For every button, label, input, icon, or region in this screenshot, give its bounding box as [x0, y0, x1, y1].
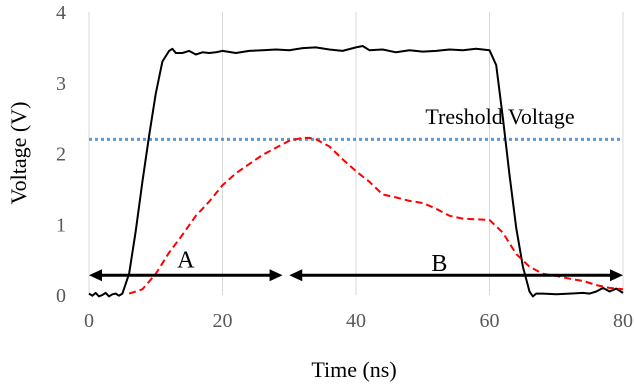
- y-tick-label: 4: [56, 2, 66, 24]
- annotation-label-B: B: [431, 251, 447, 277]
- x-tick-label: 60: [480, 310, 500, 332]
- y-tick-label: 2: [56, 144, 66, 166]
- x-tick-label: 80: [613, 310, 633, 332]
- y-tick-label: 3: [56, 73, 66, 95]
- x-tick-label: 20: [213, 310, 233, 332]
- series-line-2: [128, 136, 624, 295]
- y-tick-label: 0: [56, 285, 66, 307]
- series-layer: [88, 45, 624, 298]
- annotation-arrowhead-right-A: [269, 269, 283, 282]
- y-tick-label: 1: [56, 214, 66, 236]
- threshold-label: Treshold Voltage: [425, 104, 574, 129]
- y-axis-title: Voltage (V): [6, 102, 31, 205]
- grid-lines: [88, 12, 624, 295]
- x-tick-label: 40: [346, 310, 366, 332]
- x-tick-label: 0: [84, 310, 94, 332]
- annotation-arrowhead-right-B: [610, 269, 623, 282]
- annotation-arrowhead-left-B: [289, 269, 303, 282]
- x-axis-title: Time (ns): [311, 357, 396, 382]
- annotation-arrowhead-left-A: [89, 269, 102, 282]
- tick-labels: 0 20 40 60 80 0 1 2 3 4: [56, 2, 633, 332]
- annotation-label-A: A: [177, 248, 195, 274]
- series-line-1: [88, 45, 624, 298]
